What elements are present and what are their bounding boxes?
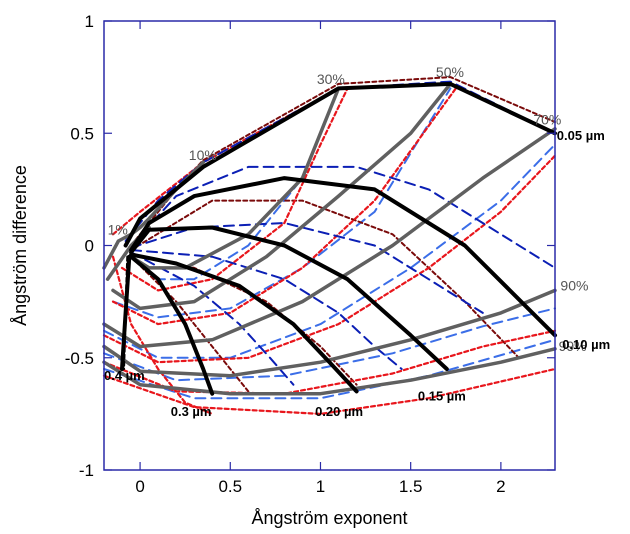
series-fraction-10: [111, 82, 453, 311]
size-annotation: 0.15 µm: [418, 388, 466, 403]
series-alt-red-27: [102, 154, 557, 364]
y-tick-label: 0.5: [70, 124, 94, 143]
series-alt-blue-15: [130, 165, 556, 269]
series-alt-blue-18: [130, 251, 295, 386]
series-alt-lightblue-19: [130, 87, 340, 281]
size-annotation: 0.10 µm: [562, 337, 610, 352]
percent-annotation: 70%: [533, 111, 561, 127]
x-axis-title: Ångström exponent: [251, 508, 407, 528]
series-fraction-9: [129, 86, 341, 270]
series-alt-blue-16: [130, 222, 484, 314]
series-size-2: [129, 225, 449, 371]
series-alt-red-25: [120, 87, 349, 292]
series-alt-lightblue-21: [103, 143, 556, 359]
series-fraction-12: [102, 288, 557, 378]
plot-frame: [103, 20, 556, 471]
series-alt-red-26: [111, 87, 457, 326]
y-axis-title: Ångström difference: [10, 165, 30, 326]
percent-annotation: 30%: [317, 71, 345, 87]
percent-annotation: 50%: [436, 64, 464, 80]
series-size-3: [129, 252, 359, 394]
size-annotation: 0.05 µm: [557, 128, 605, 143]
size-annotation: 0.3 µm: [171, 404, 212, 419]
percent-annotation: 10%: [189, 147, 217, 163]
series-alt-darkred-34: [130, 255, 250, 393]
series-size-4: [129, 254, 215, 396]
percent-annotation: 90%: [560, 277, 588, 293]
ticks-layer: 0 0.5 1 1.5 2 1 0.5 0 -0.5 -1: [65, 12, 555, 496]
series-alt-lightblue-20: [112, 87, 452, 319]
x-tick-label: 1.5: [399, 477, 423, 496]
series-size-1: [129, 176, 557, 338]
series-alt-darkred-33: [130, 253, 358, 386]
size-annotation: 0.20 µm: [315, 404, 363, 419]
series-fraction-11: [102, 127, 557, 349]
y-tick-label: -1: [79, 461, 94, 480]
series-alt-red-29: [102, 367, 557, 415]
series-alt-blue-17: [130, 249, 403, 370]
x-tick-label: 0: [135, 477, 144, 496]
size-annotation: 0.4 µm: [104, 368, 145, 383]
series-fraction-13: [102, 347, 557, 396]
x-tick-label: 0.5: [218, 477, 242, 496]
series-alt-darkred-32: [130, 199, 520, 359]
y-tick-label: 1: [85, 12, 94, 31]
y-tick-label: -0.5: [65, 349, 94, 368]
percent-annotation: 1%: [108, 221, 128, 237]
x-tick-label: 1: [316, 477, 325, 496]
x-tick-label: 2: [496, 477, 505, 496]
series-size-6: [122, 255, 129, 371]
percent-annotation: 99%: [559, 338, 587, 354]
curves-layer: [102, 76, 557, 415]
y-tick-label: 0: [85, 237, 94, 256]
series-size-0: [123, 81, 557, 248]
